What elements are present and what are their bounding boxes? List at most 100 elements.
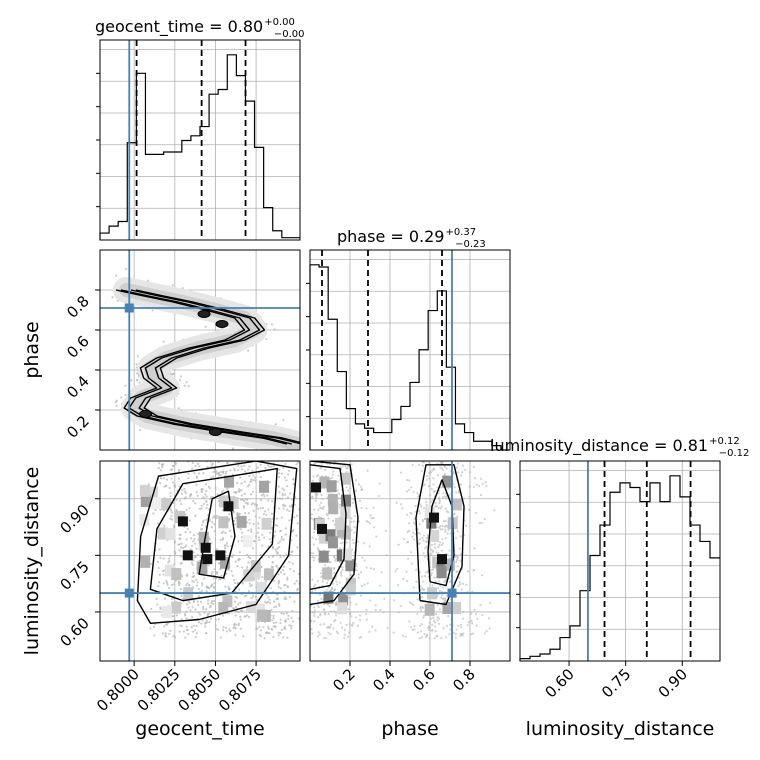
scatter-point — [436, 616, 439, 619]
scatter-point — [461, 634, 464, 637]
scatter-point — [323, 636, 326, 640]
scatter-point — [177, 543, 180, 546]
scatter-point — [329, 477, 332, 480]
scatter-point — [306, 558, 308, 560]
scatter-point — [328, 589, 332, 592]
scatter-point — [360, 506, 363, 510]
scatter-point — [457, 491, 461, 494]
scatter-point — [438, 541, 442, 544]
scatter-point — [243, 492, 246, 495]
scatter-point — [436, 619, 439, 622]
scatter-point — [424, 497, 427, 500]
scatter-point — [333, 571, 336, 575]
scatter-point — [345, 541, 348, 544]
density-cell-36 — [161, 605, 172, 618]
scatter-point — [166, 581, 169, 584]
scatter-point — [464, 524, 467, 527]
scatter-point — [433, 576, 436, 579]
scatter-point — [183, 612, 187, 616]
scatter-point — [422, 616, 425, 619]
scatter-point — [454, 636, 457, 639]
scatter-point — [438, 501, 441, 505]
scatter-point — [443, 495, 447, 498]
scatter-point — [419, 624, 422, 627]
scatter-point — [263, 495, 266, 498]
scatter-point — [281, 501, 283, 503]
scatter-point — [336, 583, 339, 586]
scatter-point — [186, 582, 189, 585]
scatter-point — [288, 624, 291, 627]
scatter-point — [352, 498, 355, 501]
scatter-point — [156, 560, 160, 564]
scatter-point — [275, 621, 278, 624]
scatter-point — [429, 493, 432, 496]
scatter-point — [311, 479, 314, 482]
scatter-point — [456, 624, 460, 627]
scatter-point — [252, 509, 255, 512]
scatter-point — [265, 533, 267, 535]
scatter-point — [297, 585, 299, 587]
scatter-point — [174, 552, 177, 555]
dense-spot-4 — [177, 516, 188, 527]
scatter-point — [284, 504, 287, 507]
scatter-point — [187, 385, 190, 388]
scatter-point — [250, 528, 253, 531]
density-cell-11 — [256, 581, 267, 594]
scatter-point — [411, 535, 414, 538]
scatter-point — [206, 586, 209, 590]
scatter-point — [199, 600, 203, 603]
scatter-point — [280, 628, 283, 632]
scatter-point — [263, 637, 266, 640]
scatter-point — [459, 583, 462, 586]
scatter-point — [281, 487, 284, 490]
scatter-point — [337, 474, 340, 477]
scatter-point — [481, 613, 484, 617]
scatter-point — [178, 630, 181, 633]
scatter-point — [255, 627, 258, 630]
scatter-point — [357, 576, 360, 579]
scatter-point — [405, 570, 408, 573]
scatter-point — [382, 611, 385, 614]
scatter-point — [413, 517, 416, 520]
scatter-point — [461, 617, 464, 620]
scatter-point — [284, 527, 288, 530]
scatter-point — [438, 526, 441, 529]
scatter-point — [421, 575, 424, 578]
scatter-point — [441, 468, 444, 471]
scatter-point — [248, 474, 251, 478]
scatter-point — [420, 505, 423, 508]
scatter-point — [353, 515, 356, 518]
scatter-point — [267, 596, 270, 599]
scatter-point — [349, 487, 352, 490]
scatter-point — [274, 530, 277, 533]
density-cell-22 — [444, 558, 455, 571]
scatter-point — [341, 541, 344, 544]
scatter-point — [201, 523, 204, 527]
scatter-point — [320, 493, 323, 497]
scatter-point — [178, 582, 181, 585]
scatter-point — [401, 507, 404, 510]
scatter-point — [437, 492, 440, 495]
scatter-point — [168, 559, 171, 563]
scatter-point — [212, 610, 215, 614]
scatter-point — [277, 586, 280, 589]
scatter-point — [202, 502, 206, 506]
scatter-point — [194, 635, 197, 639]
scatter-point — [187, 606, 190, 609]
scatter-point — [230, 535, 233, 538]
scatter-point — [278, 540, 282, 543]
contour-3 — [130, 289, 300, 445]
scatter-point — [205, 499, 208, 503]
scatter-point — [200, 504, 203, 508]
scatter-point — [304, 591, 306, 593]
scatter-point — [417, 509, 421, 513]
scatter-point — [130, 379, 133, 382]
scatter-point — [415, 580, 418, 583]
scatter-point — [346, 466, 349, 469]
scatter-point — [156, 522, 160, 525]
scatter-point — [165, 623, 168, 626]
scatter-point — [224, 585, 227, 588]
scatter-point — [335, 600, 338, 603]
scatter-point — [162, 477, 165, 480]
scatter-point — [355, 565, 358, 568]
